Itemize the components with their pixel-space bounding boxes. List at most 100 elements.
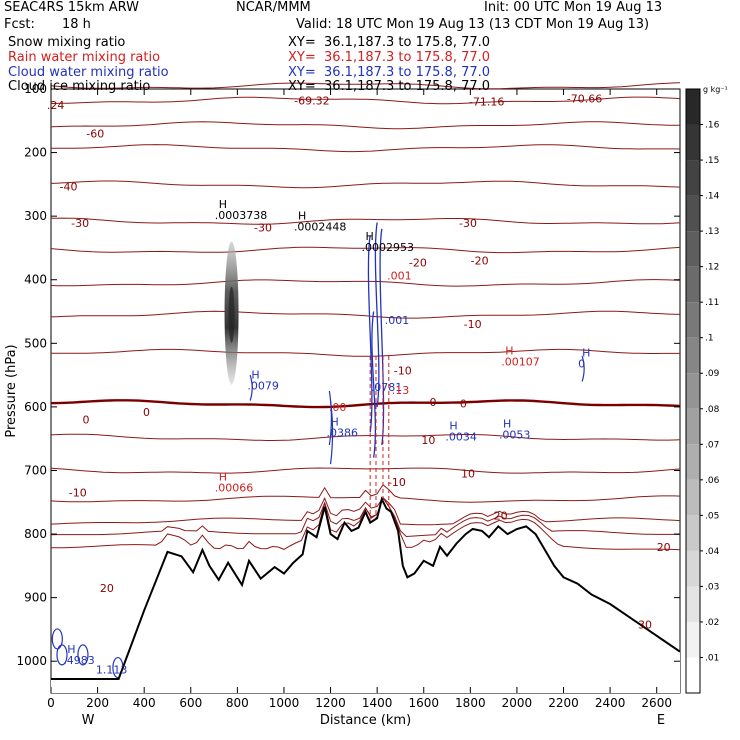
maximum-marker: H.00107 [501, 344, 540, 368]
contour-label: -20 [471, 255, 489, 268]
x-tick-label: 1200 [315, 696, 346, 710]
x-tick-label: 600 [179, 696, 202, 710]
maximum-h: H [582, 346, 590, 359]
maximum-h: H [331, 416, 339, 429]
maximum-value: .0003738 [215, 209, 268, 222]
maximum-h: H [503, 418, 511, 431]
x-tick-label: 2200 [548, 696, 579, 710]
x-axis-label: Distance (km) [320, 713, 411, 728]
terrain-line [51, 496, 681, 680]
isotherm-0 [50, 399, 681, 409]
isotherm-14 [50, 496, 681, 526]
maximum-h: H [67, 643, 75, 656]
contour-label: 20 [100, 582, 114, 595]
colorbar-segment [686, 479, 700, 516]
x-tick-label: 1600 [408, 696, 439, 710]
forecast-label: Fcst: [4, 17, 35, 32]
contour-label: 0 [430, 396, 437, 409]
colorbar-frame [685, 88, 701, 694]
x-tick-label: 200 [86, 696, 109, 710]
colorbar-segment [686, 621, 700, 658]
contour-label: -30 [254, 222, 272, 235]
maximum-value: .0053 [499, 429, 530, 442]
contour-label: -10 [69, 487, 87, 500]
maximum-value: .0034 [445, 430, 477, 443]
isotherm--15 [50, 246, 681, 254]
contour-label: 0 [82, 414, 89, 427]
colorbar-tick-label: .06 [705, 476, 720, 486]
contour-label: -60 [86, 128, 104, 141]
colorbar-segment [686, 302, 700, 338]
y-tick-label: 600 [24, 400, 47, 414]
x-tick-label: 0 [47, 696, 55, 710]
colorbar-segment [686, 337, 700, 374]
y-tick-label: 100 [24, 82, 47, 96]
isotherm-20 [51, 496, 681, 551]
maximum-h: H [449, 419, 457, 432]
maximum-marker: H.4983 [63, 643, 94, 667]
colorbar-tick-label: .14 [705, 192, 720, 202]
isotherm-6 [50, 467, 681, 474]
maximum-value: .0781 [371, 381, 403, 394]
init-time: Init: 00 UTC Mon 19 Aug 13 [484, 0, 663, 15]
field-xy-rain: XY= 36.1,187.3 to 175.8, 77.0 [288, 50, 491, 65]
maximum-value: .00107 [501, 355, 540, 368]
y-tick-label: 800 [24, 527, 47, 541]
x-tick-label: 800 [226, 696, 249, 710]
colorbar-tick-label: .09 [705, 369, 720, 379]
field-name-rain: Rain water mixing ratio [8, 50, 161, 65]
maximum-h: H [219, 198, 227, 211]
field-name-snow: Snow mixing ratio [8, 35, 126, 50]
cloud-contours [51, 222, 585, 679]
y-tick-label: 1000 [16, 654, 47, 668]
cloud-water-contour [371, 311, 377, 458]
colorbar-tick-label: .02 [705, 618, 719, 628]
maximum-value: .00 [329, 401, 347, 414]
field-name-ice: Cloud ice mixing ratio [8, 79, 151, 94]
maximum-marker: .00 [329, 401, 347, 414]
model-title: SEAC4RS 15km ARW [4, 0, 140, 15]
y-tick-label: 500 [24, 336, 47, 350]
contour-label: 30 [638, 618, 652, 631]
isotherm--5 [50, 310, 681, 319]
maximum-value: .0079 [247, 380, 279, 393]
maximum-value: .001 [387, 270, 412, 283]
contour-label: 20 [494, 510, 508, 523]
maximum-value: 1.113 [96, 664, 128, 677]
maximum-h: H [251, 369, 259, 382]
field-xy-cloud: XY= 36.1,187.3 to 175.8, 77.0 [288, 65, 491, 80]
contour-label: -69.32 [294, 94, 329, 107]
isotherm--40 [51, 144, 681, 153]
colorbar-segment [686, 195, 700, 232]
maximum-marker: .13 [392, 384, 410, 397]
maximum-value: .0002953 [362, 241, 415, 254]
colorbar-segment [686, 408, 700, 445]
colorbar-segment [686, 657, 700, 693]
x-end-label-west: W [82, 713, 95, 728]
colorbar-tick-label: .16 [705, 121, 720, 131]
x-end-label-east: E [657, 713, 665, 728]
maximum-marker: H.0002448 [294, 210, 347, 234]
maximum-h: H [366, 230, 374, 243]
contour-label: -10 [464, 318, 482, 331]
colorbar-tick-label: .07 [705, 440, 719, 450]
x-tick-label: 1400 [362, 696, 393, 710]
y-axis-label: Pressure (hPa) [4, 344, 19, 437]
maximum-value: .4983 [63, 654, 94, 667]
maximum-marker: H.00066 [215, 470, 254, 494]
colorbar-unit: g kg⁻¹ [703, 85, 728, 94]
contour-label: -40 [59, 180, 77, 193]
axes: 0 200 400 600 800 1000 1200 1400 1600 1800 2000 220… [4, 82, 680, 728]
isotherm-3 [50, 433, 681, 441]
maximum-marker: 1.113 [96, 664, 128, 677]
isotherm--2 [51, 348, 680, 357]
maximum-value: 0 [578, 357, 585, 370]
colorbar-segment [686, 515, 700, 551]
maximum-marker: H.0002953 [362, 230, 415, 254]
colorbar-tick-label: .08 [705, 405, 720, 415]
valid-time: Valid: 18 UTC Mon 19 Aug 13 (13 CDT Mon … [296, 17, 650, 32]
snow-plume-core [228, 286, 235, 343]
field-name-cloud: Cloud water mixing ratio [8, 65, 169, 80]
maximum-marker: H.0003738 [215, 198, 268, 222]
